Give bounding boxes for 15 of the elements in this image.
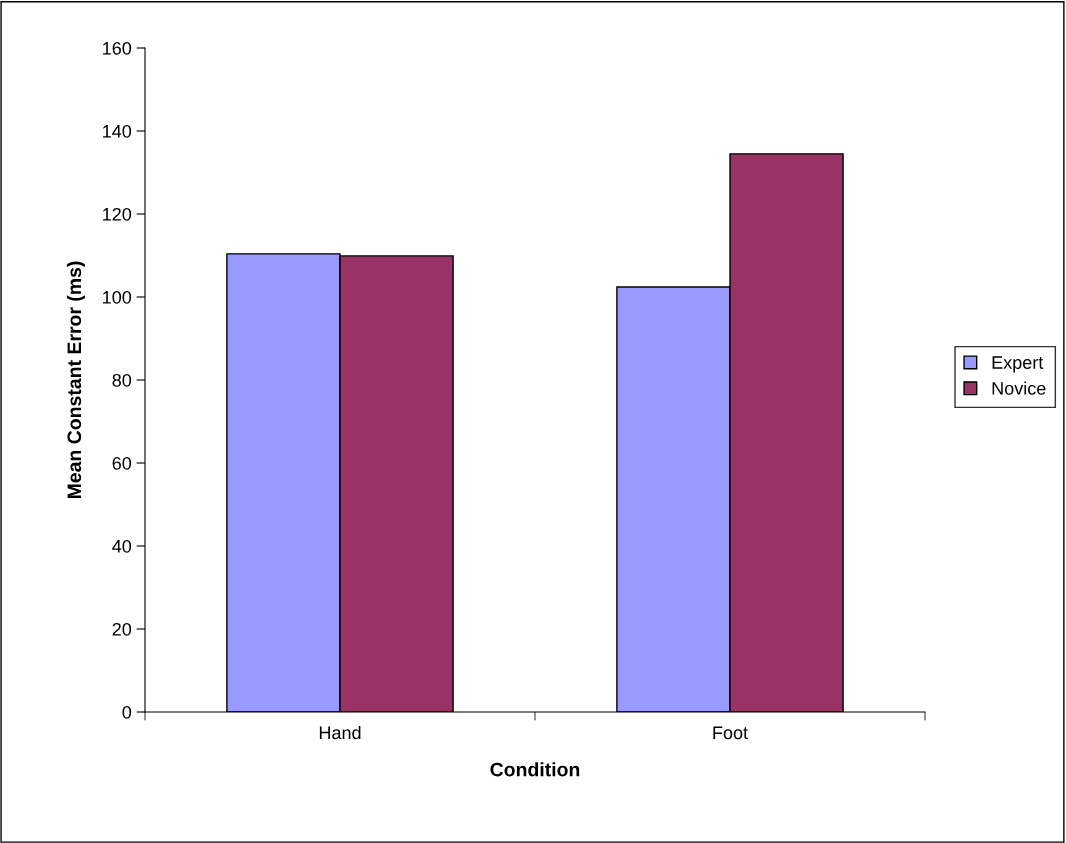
y-tick-label: 0 [122, 705, 132, 719]
legend-label: Novice [992, 381, 1046, 395]
x-tick-label: Foot [713, 726, 748, 740]
y-tick-label: 60 [112, 456, 132, 470]
y-tick-label: 40 [112, 539, 132, 553]
y-tick-label: 100 [103, 290, 132, 304]
y-axis-title: Mean Constant Error (ms) [66, 261, 86, 499]
x-tick-label: Hand [319, 725, 361, 740]
y-tick-label: 160 [103, 41, 132, 55]
y-tick-label: 140 [103, 124, 132, 138]
y-tick-label: 80 [112, 373, 132, 387]
legend-label: Expert [992, 356, 1044, 373]
y-tick-label: 120 [103, 207, 132, 221]
x-axis-title: Condition [490, 762, 580, 777]
y-tick-label: 20 [112, 622, 132, 636]
